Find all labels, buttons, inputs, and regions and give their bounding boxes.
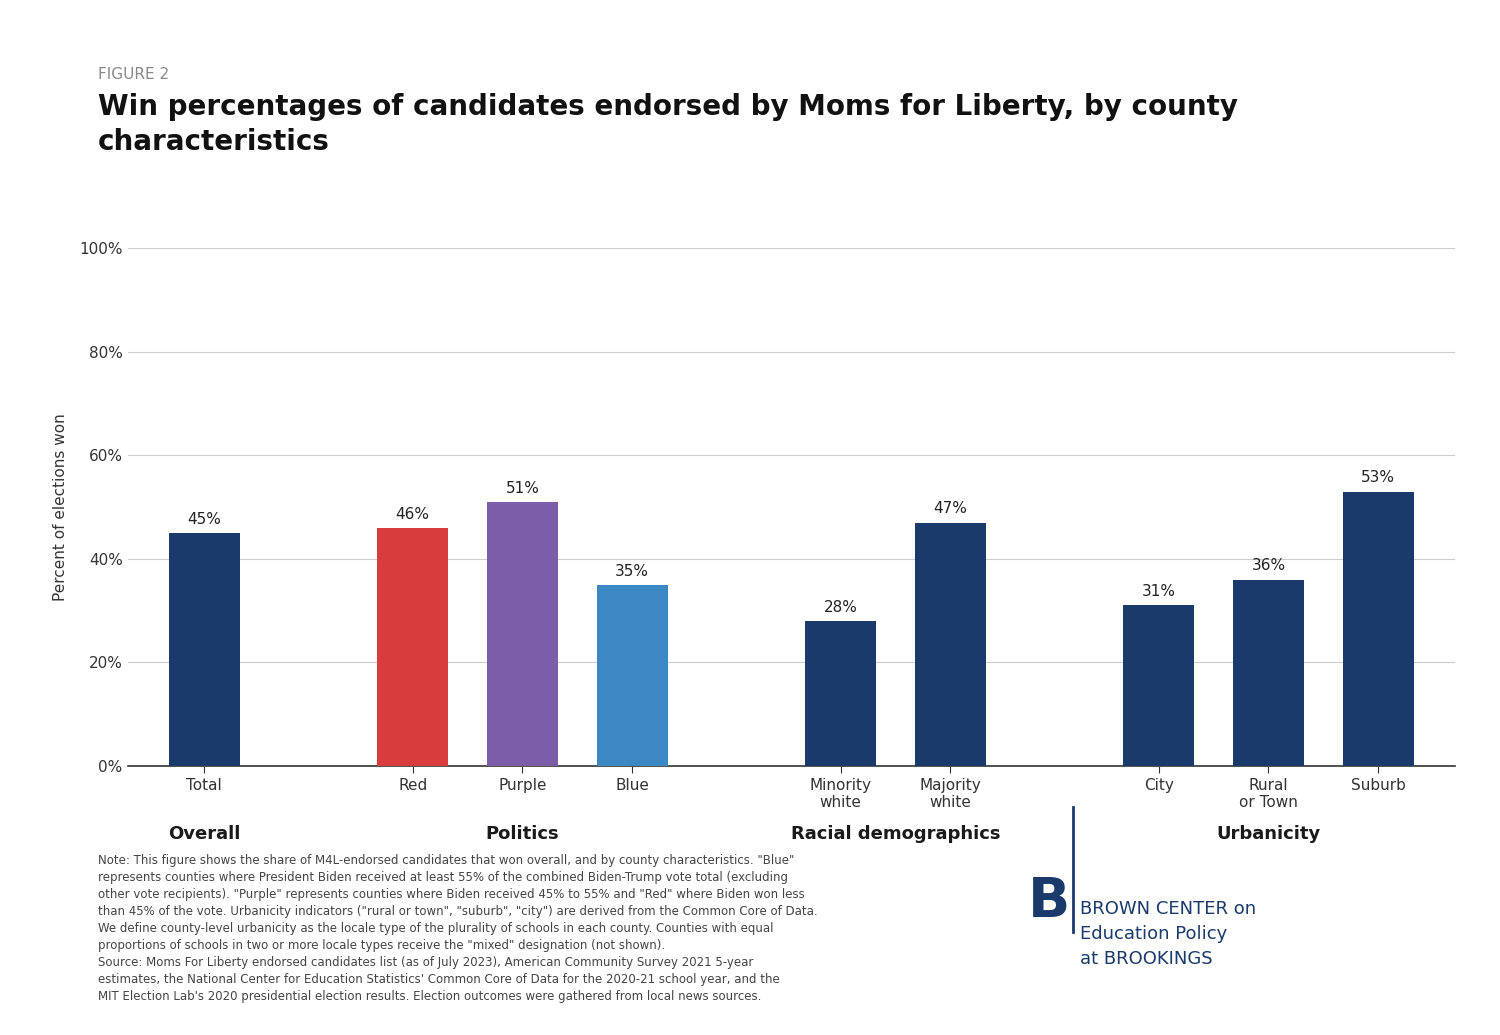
Text: 45%: 45%	[188, 512, 220, 527]
Text: 47%: 47%	[933, 502, 968, 516]
Text: 31%: 31%	[1142, 585, 1176, 599]
Bar	[1233, 580, 1304, 766]
Text: Urbanicity: Urbanicity	[1216, 826, 1320, 844]
Bar	[915, 523, 986, 766]
Text: 46%: 46%	[396, 507, 429, 522]
Bar	[376, 528, 448, 766]
Bar	[168, 533, 240, 766]
Bar	[806, 621, 876, 766]
Bar	[1342, 492, 1414, 766]
Text: BROWN CENTER on
Education Policy
at BROOKINGS: BROWN CENTER on Education Policy at BROO…	[1080, 900, 1256, 969]
Text: 35%: 35%	[615, 564, 650, 579]
Text: B: B	[1028, 875, 1069, 928]
Text: FIGURE 2: FIGURE 2	[98, 67, 168, 82]
Text: Politics: Politics	[486, 826, 560, 844]
Text: 53%: 53%	[1360, 471, 1395, 485]
Bar	[1124, 605, 1194, 766]
Text: Racial demographics: Racial demographics	[790, 826, 1000, 844]
Bar	[597, 585, 668, 766]
Y-axis label: Percent of elections won: Percent of elections won	[53, 413, 68, 601]
Text: 36%: 36%	[1251, 559, 1286, 573]
Text: 28%: 28%	[824, 600, 858, 615]
Bar	[488, 502, 558, 766]
Text: Overall: Overall	[168, 826, 240, 844]
Text: Note: This figure shows the share of M4L-endorsed candidates that won overall, a: Note: This figure shows the share of M4L…	[98, 854, 818, 1003]
Text: 51%: 51%	[506, 481, 540, 496]
Text: Win percentages of candidates endorsed by Moms for Liberty, by county
characteri: Win percentages of candidates endorsed b…	[98, 93, 1238, 155]
